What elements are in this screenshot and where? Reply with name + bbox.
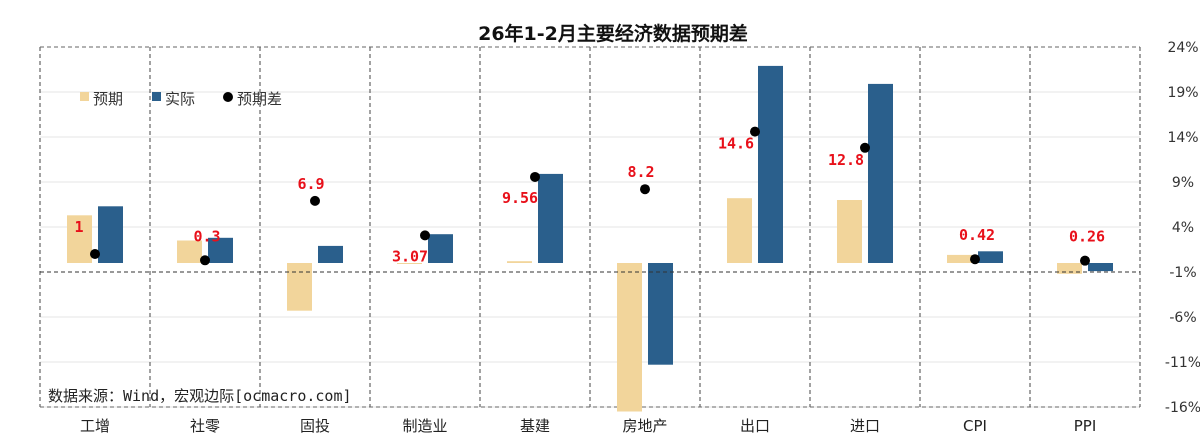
diff-label: 1 — [74, 218, 83, 236]
bar-expected — [67, 215, 92, 263]
legend-label: 预期差 — [237, 90, 282, 108]
x-category-label: 进口 — [850, 417, 880, 435]
y-tick-label: 9% — [1172, 175, 1194, 191]
bar-actual — [318, 245, 343, 263]
x-category-label: 基建 — [520, 417, 550, 435]
bar-expected — [947, 254, 972, 263]
bar-actual — [538, 173, 563, 263]
y-tick-label: 24% — [1167, 40, 1198, 56]
x-category-label: 工增 — [80, 417, 110, 435]
bar-actual — [758, 65, 783, 264]
x-category-label: 固投 — [300, 417, 330, 435]
y-tick-label: 14% — [1167, 130, 1198, 146]
bar-expected — [1057, 263, 1082, 274]
bar-expected — [177, 240, 202, 263]
x-category-label: 房地产 — [622, 417, 667, 435]
legend-label: 预期 — [93, 90, 123, 108]
diff-point — [90, 249, 100, 259]
y-tick-label: -16% — [1165, 400, 1200, 416]
y-tick-label: 19% — [1167, 85, 1198, 101]
bar-expected — [287, 263, 312, 311]
diff-label: 8.2 — [627, 163, 654, 181]
y-tick-label: -11% — [1165, 355, 1200, 371]
diff-label: 9.56 — [502, 189, 538, 207]
x-category-label: PPI — [1074, 417, 1097, 435]
bar-actual — [978, 251, 1003, 263]
diff-point — [420, 230, 430, 241]
diff-point — [860, 142, 870, 153]
diff-point — [310, 195, 320, 206]
bar-actual — [1088, 263, 1113, 272]
bar-actual — [868, 83, 893, 264]
x-category-label: 制造业 — [402, 417, 447, 435]
bar-expected — [727, 198, 752, 263]
diff-point — [970, 254, 980, 265]
diff-label: 0.42 — [959, 226, 995, 244]
diff-point — [750, 126, 760, 137]
diff-label: 0.26 — [1069, 228, 1105, 246]
bar-actual — [208, 237, 233, 263]
bar-expected — [507, 261, 532, 263]
bar-actual — [428, 234, 453, 263]
legend-swatch — [152, 92, 161, 101]
bar-expected — [617, 263, 642, 412]
y-tick-label: -1% — [1169, 265, 1196, 281]
diff-label: 6.9 — [297, 175, 324, 193]
legend-marker — [223, 92, 233, 102]
legend-label: 实际 — [165, 90, 195, 108]
diff-label: 0.3 — [193, 227, 220, 245]
diff-label: 3.07 — [392, 247, 428, 265]
bar-expected — [397, 263, 422, 264]
y-tick-label: -6% — [1169, 310, 1196, 326]
diff-label: 14.6 — [718, 135, 754, 153]
diff-point — [200, 255, 210, 266]
source-note: 数据来源：Wind，宏观边际[ocmacro.com] — [48, 387, 352, 405]
x-category-label: 出口 — [740, 417, 770, 435]
bar-actual — [648, 263, 673, 365]
chart-title: 26年1-2月主要经济数据预期差 — [478, 22, 748, 45]
diff-point — [530, 171, 540, 182]
legend-swatch — [80, 92, 89, 101]
diff-point — [1080, 255, 1090, 266]
bar-actual — [98, 206, 123, 263]
x-category-label: CPI — [963, 417, 987, 435]
bar-expected — [837, 200, 862, 263]
diff-point — [640, 184, 650, 195]
diff-label: 12.8 — [828, 151, 864, 169]
x-category-label: 社零 — [190, 417, 220, 435]
y-tick-label: 4% — [1172, 220, 1194, 236]
